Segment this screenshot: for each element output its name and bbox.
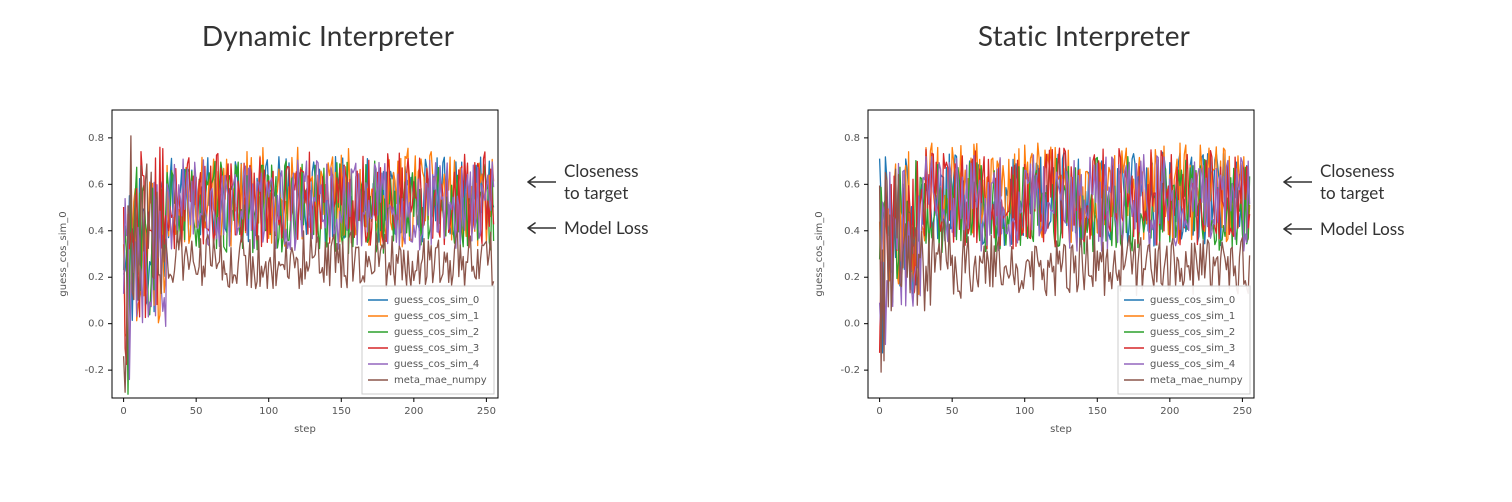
x-tick-label: 50 (190, 406, 203, 417)
legend-label: guess_cos_sim_3 (1150, 343, 1235, 354)
panel-title-static: Static Interpreter (706, 18, 1462, 52)
x-axis-label: step (1050, 424, 1072, 435)
panel-static: Static Interpreter 050100150200250-0.20.… (756, 0, 1512, 502)
y-axis-label: guess_cos_sim_0 (814, 211, 825, 296)
x-tick-label: 0 (120, 406, 126, 417)
x-tick-label: 200 (1160, 406, 1179, 417)
x-tick-label: 0 (876, 406, 882, 417)
x-tick-label: 250 (477, 406, 496, 417)
annotation-text: Closenessto target (564, 160, 639, 204)
x-tick-label: 50 (946, 406, 959, 417)
panel-title-dynamic: Dynamic Interpreter (0, 18, 706, 52)
annotation-closeness: Closenessto target (1278, 160, 1395, 204)
x-tick-label: 250 (1233, 406, 1252, 417)
annotation-text: Model Loss (1320, 218, 1405, 240)
arrow-left-icon (522, 175, 556, 189)
legend-label: guess_cos_sim_3 (394, 343, 479, 354)
y-tick-label: 0.0 (844, 319, 860, 330)
legend-label: guess_cos_sim_4 (394, 359, 479, 370)
annotation-model_loss: Model Loss (522, 217, 649, 239)
legend-label: guess_cos_sim_1 (1150, 311, 1235, 322)
legend-label: guess_cos_sim_1 (394, 311, 479, 322)
annotation-model_loss: Model Loss (1278, 218, 1405, 240)
annotation-text: Model Loss (564, 217, 649, 239)
y-tick-label: 0.6 (88, 179, 104, 190)
arrow-left-icon (1278, 175, 1312, 189)
y-tick-label: 0.8 (844, 133, 860, 144)
x-tick-label: 150 (332, 406, 351, 417)
page: Dynamic Interpreter 050100150200250-0.20… (0, 0, 1512, 502)
y-tick-label: 0.2 (844, 272, 860, 283)
legend-label: meta_mae_numpy (1150, 375, 1243, 386)
x-tick-label: 200 (404, 406, 423, 417)
legend-label: guess_cos_sim_2 (1150, 327, 1235, 338)
line-chart: 0 50 100 150 200 250 -0.2 0.0 0.2 0.4 0.6 0.8 step gu… (806, 90, 1266, 450)
arrow-left-icon (522, 221, 556, 235)
y-axis-label: guess_cos_sim_0 (58, 211, 69, 296)
x-tick-label: 100 (259, 406, 278, 417)
x-tick-label: 100 (1015, 406, 1034, 417)
y-tick-label: -0.2 (840, 365, 860, 376)
y-tick-label: 0.6 (844, 179, 860, 190)
x-tick-label: 150 (1088, 406, 1107, 417)
legend-label: guess_cos_sim_0 (1150, 295, 1235, 306)
y-tick-label: 0.2 (88, 272, 104, 283)
chart-static: 0 50 100 150 200 250 -0.2 0.0 0.2 0.4 0.6 0.8 step gu… (806, 90, 1266, 450)
annotation-closeness: Closenessto target (522, 160, 639, 204)
line-chart: 0 50 100 150 200 250 -0.2 0.0 0.2 0.4 0.6 0.8 step gu… (50, 90, 510, 450)
chart-dynamic: 0 50 100 150 200 250 -0.2 0.0 0.2 0.4 0.6 0.8 step gu… (50, 90, 510, 450)
legend-label: guess_cos_sim_2 (394, 327, 479, 338)
x-axis-label: step (294, 424, 316, 435)
arrow-left-icon (1278, 222, 1312, 236)
y-tick-label: 0.4 (844, 226, 860, 237)
panel-dynamic: Dynamic Interpreter 050100150200250-0.20… (0, 0, 756, 502)
y-tick-label: 0.0 (88, 319, 104, 330)
annotation-text: Closenessto target (1320, 160, 1395, 204)
y-tick-label: -0.2 (84, 365, 104, 376)
y-tick-label: 0.8 (88, 133, 104, 144)
y-tick-label: 0.4 (88, 226, 104, 237)
legend-label: meta_mae_numpy (394, 375, 487, 386)
legend-label: guess_cos_sim_0 (394, 295, 479, 306)
legend-label: guess_cos_sim_4 (1150, 359, 1235, 370)
